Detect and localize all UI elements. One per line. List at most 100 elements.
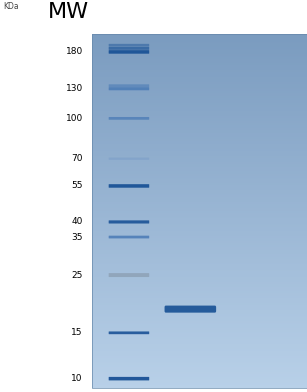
Bar xyxy=(92,333,307,335)
Bar xyxy=(92,250,307,252)
Bar xyxy=(92,325,307,326)
Bar xyxy=(92,89,307,91)
Bar xyxy=(92,326,307,328)
FancyBboxPatch shape xyxy=(109,273,149,277)
Bar xyxy=(92,51,307,52)
FancyBboxPatch shape xyxy=(109,184,149,188)
Bar xyxy=(92,363,307,365)
Bar xyxy=(92,195,307,197)
Bar xyxy=(92,358,307,360)
Bar xyxy=(92,119,307,121)
Bar xyxy=(92,180,307,181)
Bar xyxy=(92,256,307,257)
Bar xyxy=(92,282,307,284)
Bar xyxy=(92,215,307,217)
Bar xyxy=(92,365,307,367)
Bar xyxy=(92,376,307,377)
Bar xyxy=(92,72,307,73)
Bar xyxy=(92,52,307,54)
Bar xyxy=(92,332,307,333)
Bar xyxy=(92,58,307,59)
Bar xyxy=(92,386,307,388)
Bar xyxy=(92,107,307,109)
Bar xyxy=(92,275,307,277)
Bar xyxy=(92,271,307,273)
Bar xyxy=(92,137,307,139)
Bar xyxy=(92,374,307,376)
Bar xyxy=(92,268,307,270)
Bar xyxy=(92,381,307,383)
Bar xyxy=(92,349,307,351)
Bar xyxy=(92,178,307,180)
Bar xyxy=(92,141,307,142)
Bar xyxy=(92,144,307,146)
Bar xyxy=(92,206,307,208)
Bar xyxy=(92,229,307,231)
Bar xyxy=(92,289,307,291)
Text: 35: 35 xyxy=(72,232,83,241)
FancyBboxPatch shape xyxy=(109,44,149,47)
Bar xyxy=(92,77,307,79)
Bar xyxy=(92,128,307,130)
Bar xyxy=(92,167,307,169)
Bar xyxy=(92,218,307,220)
Bar xyxy=(92,344,307,346)
Bar xyxy=(92,149,307,151)
Bar xyxy=(92,49,307,51)
Bar xyxy=(92,245,307,247)
Bar xyxy=(92,84,307,86)
Bar xyxy=(92,70,307,72)
Bar xyxy=(92,361,307,363)
Bar xyxy=(92,116,307,118)
Bar xyxy=(92,292,307,294)
Bar xyxy=(92,61,307,63)
Bar xyxy=(92,94,307,96)
Bar xyxy=(92,243,307,245)
Bar xyxy=(92,201,307,202)
Text: 25: 25 xyxy=(72,270,83,279)
Bar xyxy=(92,339,307,340)
FancyBboxPatch shape xyxy=(109,377,149,380)
Bar xyxy=(92,197,307,199)
Bar xyxy=(92,68,307,70)
FancyBboxPatch shape xyxy=(109,220,149,223)
Bar xyxy=(92,213,307,215)
Bar xyxy=(92,66,307,68)
Bar xyxy=(92,264,307,266)
Bar xyxy=(92,224,307,225)
Bar xyxy=(92,328,307,330)
FancyBboxPatch shape xyxy=(109,332,149,334)
Bar xyxy=(92,356,307,358)
Bar xyxy=(92,342,307,344)
Bar xyxy=(92,172,307,174)
Bar xyxy=(92,100,307,102)
Bar xyxy=(92,98,307,100)
Bar xyxy=(92,75,307,77)
Bar xyxy=(92,158,307,160)
Bar xyxy=(92,351,307,353)
Bar xyxy=(92,47,307,49)
Bar xyxy=(92,232,307,234)
Bar xyxy=(92,370,307,372)
FancyBboxPatch shape xyxy=(109,87,149,90)
Bar xyxy=(92,261,307,263)
Bar xyxy=(92,139,307,141)
Bar xyxy=(92,318,307,319)
Bar xyxy=(92,234,307,236)
Bar xyxy=(92,337,307,339)
Bar xyxy=(92,54,307,56)
Bar xyxy=(92,222,307,224)
Bar xyxy=(92,240,307,241)
Bar xyxy=(92,280,307,282)
Bar xyxy=(92,346,307,347)
Bar xyxy=(92,319,307,321)
Bar xyxy=(92,227,307,229)
Bar xyxy=(92,204,307,206)
Bar xyxy=(92,266,307,268)
Bar xyxy=(92,199,307,201)
Bar xyxy=(92,192,307,194)
Bar xyxy=(92,273,307,275)
Bar xyxy=(92,56,307,58)
Text: KDa: KDa xyxy=(3,2,19,11)
FancyBboxPatch shape xyxy=(109,158,149,160)
